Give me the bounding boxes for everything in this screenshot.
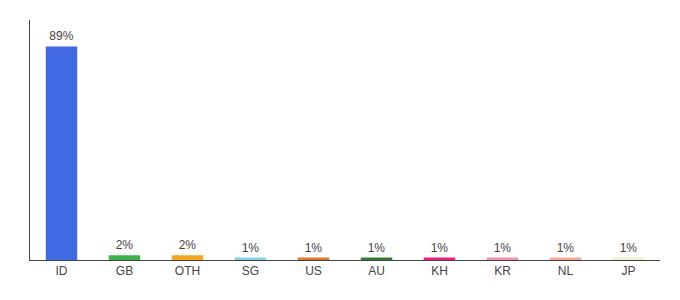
svg-text:KR: KR — [494, 264, 511, 278]
svg-text:ID: ID — [56, 264, 68, 278]
svg-text:OTH: OTH — [175, 264, 200, 278]
svg-text:1%: 1% — [620, 241, 638, 255]
svg-text:KH: KH — [431, 264, 448, 278]
svg-text:1%: 1% — [242, 241, 260, 255]
svg-text:US: US — [305, 264, 322, 278]
svg-text:89%: 89% — [49, 29, 73, 43]
svg-text:1%: 1% — [305, 241, 323, 255]
svg-text:1%: 1% — [557, 241, 575, 255]
svg-text:1%: 1% — [431, 241, 449, 255]
svg-text:2%: 2% — [179, 238, 197, 252]
svg-text:SG: SG — [242, 264, 259, 278]
svg-text:GB: GB — [116, 264, 133, 278]
svg-text:AU: AU — [368, 264, 385, 278]
svg-text:1%: 1% — [494, 241, 512, 255]
svg-text:NL: NL — [558, 264, 574, 278]
svg-text:1%: 1% — [368, 241, 386, 255]
svg-text:2%: 2% — [116, 238, 134, 252]
svg-text:JP: JP — [621, 264, 635, 278]
